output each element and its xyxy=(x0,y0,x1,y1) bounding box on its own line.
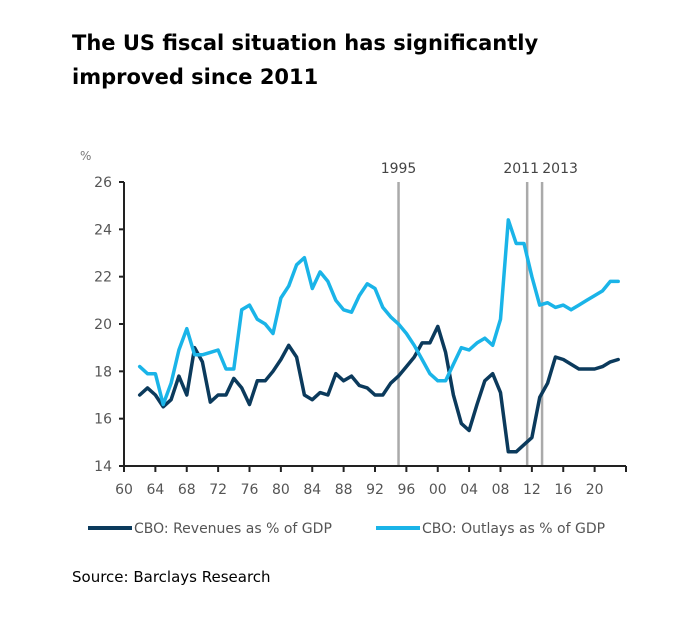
source-note: Source: Barclays Research xyxy=(72,568,271,586)
event-label-1995: 1995 xyxy=(381,161,417,177)
legend-label: CBO: Revenues as % of GDP xyxy=(134,521,332,537)
x-tick-label: 96 xyxy=(397,482,415,498)
x-tick-label: 92 xyxy=(366,482,384,498)
legend: CBO: Revenues as % of GDP CBO: Outlays as… xyxy=(88,521,605,537)
x-tick-label: 08 xyxy=(492,482,510,498)
y-ticks: 14 16 18 20 22 24 26 xyxy=(94,175,124,475)
y-tick-label: 20 xyxy=(94,317,112,333)
y-tick-label: 26 xyxy=(94,175,112,191)
y-unit-label: % xyxy=(80,149,91,163)
axes xyxy=(123,182,626,467)
y-tick-label: 24 xyxy=(94,222,112,238)
chart-title: The US fiscal situation has significantl… xyxy=(72,31,539,89)
y-tick-label: 16 xyxy=(94,412,112,428)
event-label-2013: 2013 xyxy=(542,161,578,177)
y-tick-label: 18 xyxy=(94,364,112,380)
x-tick-label: 16 xyxy=(554,482,572,498)
event-label-2011: 2011 xyxy=(503,161,539,177)
x-tick-label: 04 xyxy=(460,482,478,498)
x-tick-label: 80 xyxy=(272,482,290,498)
x-tick-label: 84 xyxy=(303,482,321,498)
legend-label: CBO: Outlays as % of GDP xyxy=(422,521,605,537)
x-tick-label: 00 xyxy=(429,482,447,498)
x-tick-label: 88 xyxy=(335,482,353,498)
x-tick-label: 76 xyxy=(241,482,259,498)
x-tick-label: 68 xyxy=(178,482,196,498)
x-tick-label: 64 xyxy=(146,482,164,498)
x-tick-label: 60 xyxy=(115,482,133,498)
x-tick-label: 72 xyxy=(209,482,227,498)
y-tick-label: 14 xyxy=(94,459,112,475)
series-line-outlays xyxy=(137,218,620,407)
series-lines xyxy=(137,218,620,454)
x-ticks: 60 64 68 72 76 80 84 88 92 96 00 04 08 12 16 20 xyxy=(115,466,627,498)
x-tick-label: 12 xyxy=(523,482,541,498)
x-tick-label: 20 xyxy=(586,482,604,498)
event-markers: 1995 2011 2013 xyxy=(381,161,578,466)
series-line-revenues xyxy=(137,324,620,454)
y-tick-label: 22 xyxy=(94,270,112,286)
